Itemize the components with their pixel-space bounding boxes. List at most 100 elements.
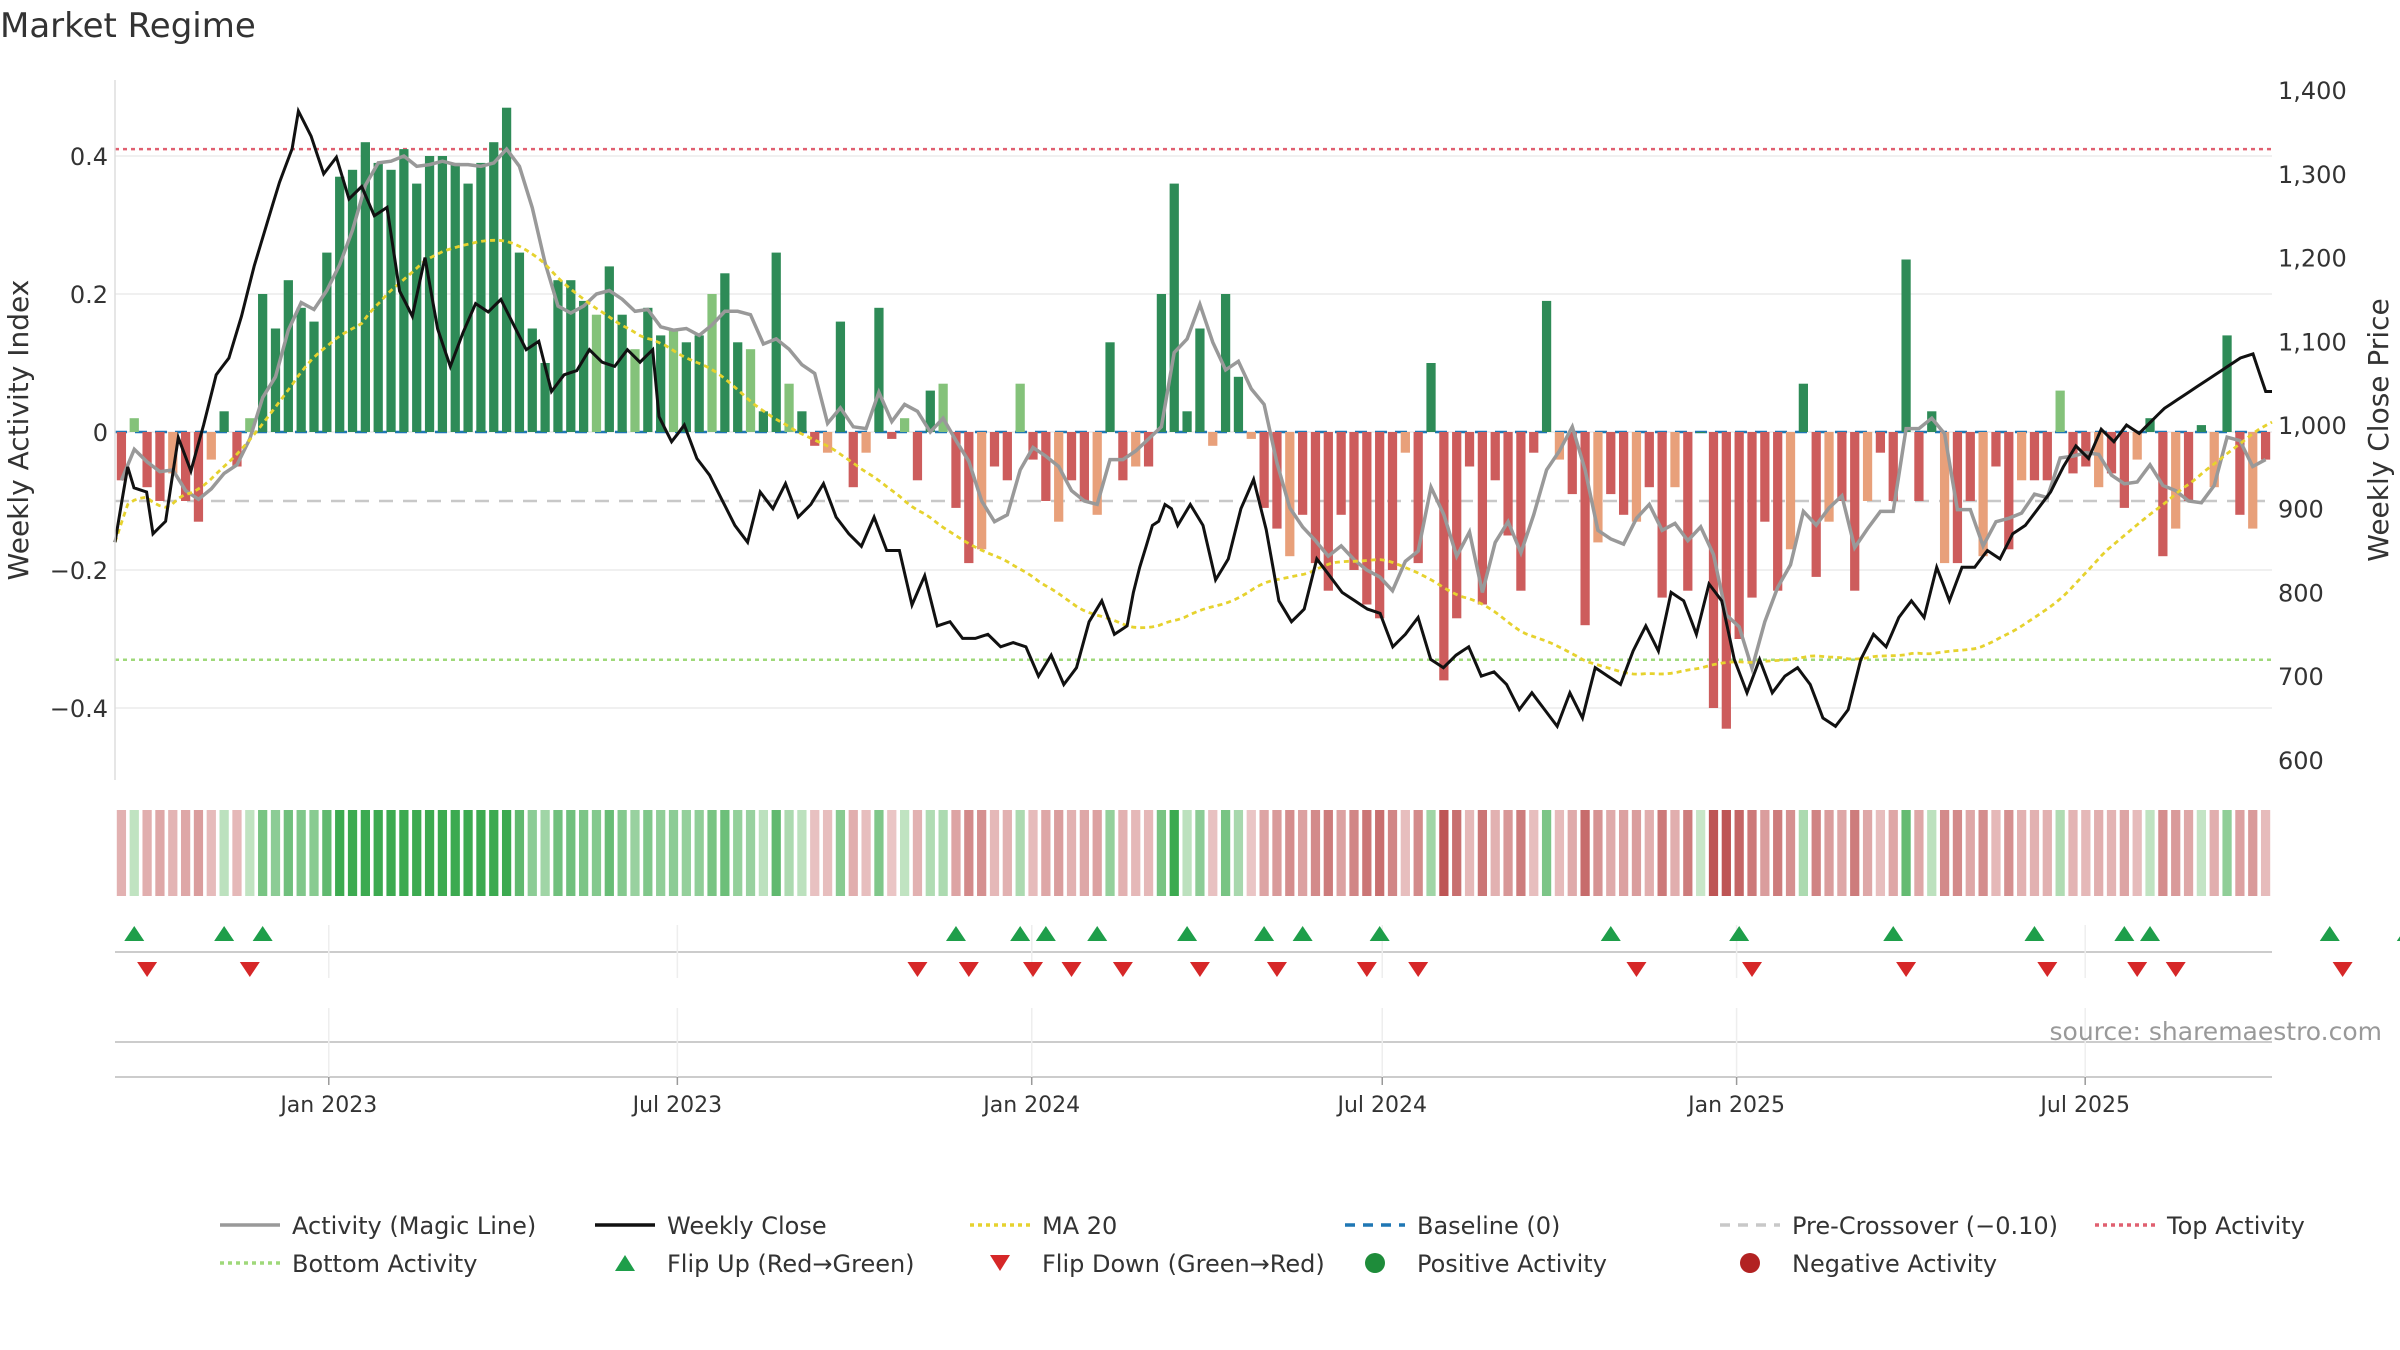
activity-bar-39 bbox=[617, 314, 627, 432]
activity-bar-66 bbox=[964, 432, 974, 564]
activity-bar-65 bbox=[951, 432, 961, 508]
regime-cell-91 bbox=[1285, 810, 1295, 896]
regime-cell-161 bbox=[2183, 810, 2194, 896]
activity-bar-33 bbox=[540, 363, 550, 432]
activity-bar-156 bbox=[2119, 432, 2129, 508]
legend-item-10: Negative Activity bbox=[1740, 1250, 1997, 1278]
activity-bar-44 bbox=[681, 342, 691, 432]
regime-cell-0 bbox=[116, 810, 127, 896]
regime-cell-14 bbox=[296, 810, 306, 896]
y-right-tick-label: 1,200 bbox=[2278, 245, 2347, 273]
activity-bar-141 bbox=[1927, 411, 1937, 432]
flip-down-marker-15 bbox=[2127, 962, 2148, 977]
regime-cell-16 bbox=[322, 810, 332, 896]
regime-strip bbox=[116, 810, 2271, 896]
flip-up-marker-8 bbox=[1254, 926, 1275, 941]
y-axis-right-label: Weekly Close Price bbox=[2362, 298, 2395, 561]
activity-bar-150 bbox=[2042, 432, 2052, 481]
regime-cell-49 bbox=[745, 810, 756, 896]
y-left-tick-label: 0.4 bbox=[70, 143, 108, 171]
activity-bar-54 bbox=[810, 432, 820, 446]
legend-item-6: Bottom Activity bbox=[220, 1250, 477, 1278]
activity-bar-14 bbox=[296, 307, 306, 432]
activity-bar-40 bbox=[630, 349, 640, 432]
activity-bar-111 bbox=[1541, 300, 1552, 432]
activity-bar-101 bbox=[1413, 432, 1423, 564]
regime-cell-162 bbox=[2196, 810, 2207, 896]
flip-down-marker-4 bbox=[1023, 962, 1044, 977]
regime-cell-117 bbox=[1618, 810, 1629, 896]
regime-cell-62 bbox=[912, 810, 923, 896]
activity-bar-50 bbox=[758, 411, 769, 432]
activity-bar-64 bbox=[938, 383, 948, 432]
activity-bar-52 bbox=[784, 383, 794, 432]
regime-cell-142 bbox=[1939, 810, 1950, 896]
regime-cell-79 bbox=[1131, 810, 1141, 896]
x-tick-label-0: Jan 2023 bbox=[278, 1093, 377, 1118]
regime-cell-155 bbox=[2106, 810, 2117, 896]
regime-cell-55 bbox=[822, 810, 833, 896]
regime-cell-85 bbox=[1208, 810, 1218, 896]
regime-cell-135 bbox=[1850, 810, 1860, 896]
regime-cell-145 bbox=[1978, 810, 1988, 896]
regime-cell-110 bbox=[1529, 810, 1539, 896]
regime-cell-146 bbox=[1991, 810, 2001, 896]
legend-item-3: Baseline (0) bbox=[1345, 1212, 1560, 1240]
flip-down-marker-0 bbox=[137, 962, 158, 977]
regime-cell-3 bbox=[155, 810, 165, 896]
activity-bar-63 bbox=[925, 390, 935, 432]
regime-cell-89 bbox=[1259, 810, 1269, 896]
regime-cell-140 bbox=[1914, 810, 1924, 896]
regime-cell-9 bbox=[232, 810, 242, 896]
activity-bar-86 bbox=[1220, 294, 1231, 432]
flip-down-marker-8 bbox=[1266, 962, 1287, 977]
legend-label: Weekly Close bbox=[667, 1212, 827, 1240]
activity-bar-163 bbox=[2209, 432, 2219, 488]
regime-cell-158 bbox=[2145, 810, 2155, 896]
legend-item-8: Flip Down (Green→Red) bbox=[990, 1250, 1325, 1278]
y-right-tick-label: 1,100 bbox=[2278, 328, 2347, 356]
activity-bar-98 bbox=[1375, 432, 1385, 619]
activity-bar-88 bbox=[1246, 432, 1256, 439]
regime-cell-101 bbox=[1413, 810, 1423, 896]
regime-cell-36 bbox=[579, 810, 589, 896]
regime-cell-126 bbox=[1734, 810, 1744, 896]
regime-cell-38 bbox=[604, 810, 614, 896]
regime-cell-51 bbox=[771, 810, 781, 896]
activity-bar-34 bbox=[553, 280, 563, 432]
regime-cell-123 bbox=[1696, 810, 1706, 896]
activity-bar-10 bbox=[245, 418, 255, 432]
activity-bar-72 bbox=[1041, 432, 1051, 501]
legend-label: Top Activity bbox=[2166, 1212, 2305, 1240]
regime-cell-156 bbox=[2119, 810, 2129, 896]
regime-cell-160 bbox=[2171, 810, 2181, 896]
regime-cell-65 bbox=[951, 810, 961, 896]
activity-bar-118 bbox=[1631, 432, 1642, 522]
regime-cell-59 bbox=[874, 810, 884, 896]
regime-cell-139 bbox=[1901, 810, 1911, 896]
activity-bars bbox=[116, 107, 2271, 729]
activity-bar-47 bbox=[720, 273, 730, 432]
activity-bar-21 bbox=[386, 169, 396, 433]
y-right-tick-label: 1,400 bbox=[2278, 77, 2347, 105]
activity-bar-45 bbox=[694, 335, 704, 432]
activity-bar-132 bbox=[1811, 432, 1821, 577]
x-axis: Jan 2023 Jul 2023 Jan 2024 Jul 2024 Jan 2025… bbox=[115, 1008, 2272, 1118]
activity-bar-167 bbox=[2260, 432, 2271, 460]
regime-cell-78 bbox=[1118, 810, 1128, 896]
regime-cell-93 bbox=[1310, 810, 1321, 896]
regime-cell-150 bbox=[2042, 810, 2052, 896]
activity-bar-13 bbox=[283, 280, 293, 432]
regime-cell-167 bbox=[2260, 810, 2271, 896]
activity-bar-5 bbox=[180, 432, 191, 501]
activity-bar-31 bbox=[514, 252, 525, 432]
regime-cell-119 bbox=[1644, 810, 1654, 896]
activity-bar-1 bbox=[129, 418, 139, 432]
regime-cell-5 bbox=[180, 810, 191, 896]
regime-cell-47 bbox=[720, 810, 730, 896]
activity-bar-80 bbox=[1143, 432, 1154, 467]
activity-bar-138 bbox=[1888, 432, 1898, 501]
weekly-close-line bbox=[113, 106, 2272, 730]
activity-bar-129 bbox=[1773, 432, 1783, 591]
